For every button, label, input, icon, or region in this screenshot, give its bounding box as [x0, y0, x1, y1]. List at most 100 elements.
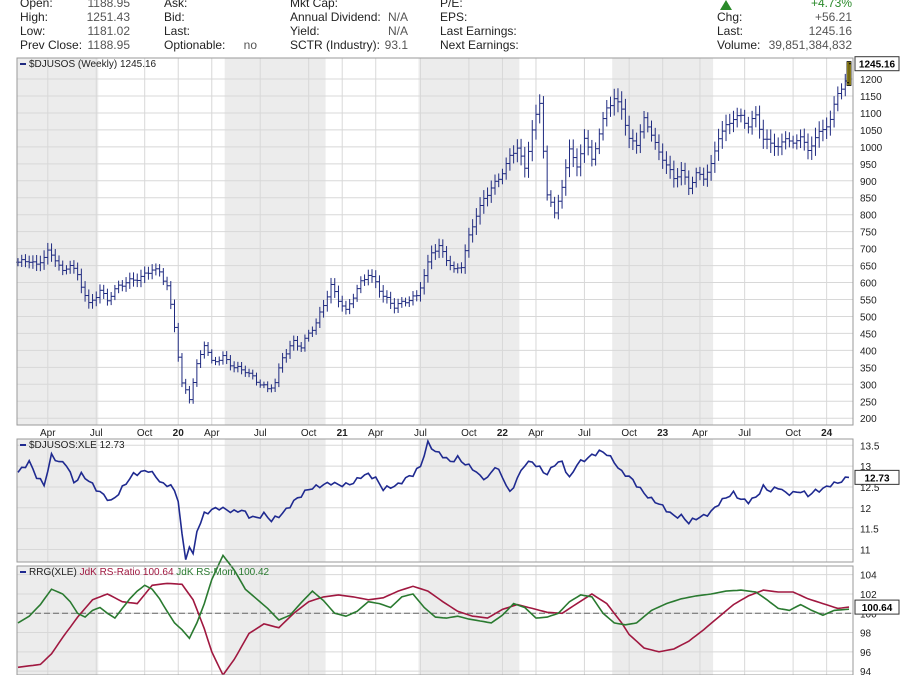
rrg-y-tick-label: 98: [860, 629, 872, 640]
price-bar: [433, 244, 438, 260]
price-bar: [675, 168, 680, 188]
price-bar: [71, 260, 76, 274]
price-bar: [820, 119, 825, 142]
price-bar: [642, 110, 647, 139]
price-y-tick-label: 450: [860, 329, 877, 340]
price-y-tick-label: 550: [860, 296, 877, 307]
price-bar: [131, 272, 136, 287]
price-bar: [295, 335, 300, 351]
price-bar: [399, 297, 404, 308]
price-bar: [623, 98, 628, 136]
price-bar: [649, 120, 654, 142]
price-bar: [824, 117, 829, 139]
price-bar: [232, 361, 237, 373]
price-bar: [362, 274, 367, 286]
price-bar: [142, 266, 147, 284]
price-bar: [68, 260, 73, 274]
x-tick-label: Oct: [461, 428, 477, 439]
ratio-last-value-box: [854, 469, 900, 485]
price-bar: [511, 145, 516, 164]
price-y-tick-label: 500: [860, 312, 877, 323]
price-bar: [492, 174, 497, 195]
rrg-last-value-box: [854, 599, 900, 615]
price-bar: [724, 114, 729, 142]
price-y-tick-label: 300: [860, 380, 877, 391]
price-bar: [30, 255, 35, 269]
price-bar: [668, 155, 673, 179]
price-bar: [522, 146, 527, 178]
price-bar: [209, 349, 214, 364]
price-bar: [366, 269, 371, 286]
price-bar: [34, 254, 39, 271]
price-bar: [101, 284, 106, 299]
rrg-frame: [16, 565, 854, 675]
price-bar: [86, 289, 91, 309]
price-bar: [247, 368, 252, 378]
price-bar: [343, 300, 348, 315]
price-bar: [500, 168, 505, 185]
price-bar: [683, 162, 688, 185]
price-bar: [530, 120, 535, 162]
price-bar: [664, 151, 669, 174]
price-bar: [284, 348, 289, 363]
x-tick-label: 22: [497, 428, 509, 439]
price-bar: [738, 108, 743, 123]
price-bar: [75, 262, 80, 281]
price-bar: [809, 136, 814, 160]
price-bar: [750, 110, 755, 135]
quote-prev-close: Prev Close: 1188.95: [20, 38, 130, 52]
quote-mkt-cap: Mkt Cap:: [290, 0, 339, 10]
price-bar: [835, 86, 840, 112]
rrg-year-band: [224, 566, 326, 675]
price-bar: [288, 340, 293, 359]
price-y-tick-label: 1000: [860, 143, 883, 154]
price-bar: [791, 135, 796, 149]
price-bar: [314, 318, 319, 335]
up-arrow-icon: [720, 0, 732, 10]
price-bar: [444, 246, 449, 267]
quote-annual-dividend: Annual Dividend: N/A: [290, 10, 408, 24]
price-bar: [697, 166, 702, 181]
price-bar: [396, 298, 401, 313]
price-bar: [381, 285, 386, 303]
price-bar: [220, 351, 225, 365]
price-bar: [224, 351, 229, 365]
price-bar: [466, 227, 471, 258]
price-bar: [124, 277, 129, 292]
price-bar: [548, 190, 553, 207]
x-tick-label: 21: [337, 428, 349, 439]
price-bar: [157, 264, 162, 277]
price-bar: [38, 255, 43, 272]
price-bar: [165, 276, 170, 291]
price-bar: [608, 96, 613, 117]
price-bar: [403, 297, 408, 307]
price-bar: [705, 164, 710, 187]
last-label: Last:: [717, 24, 744, 38]
price-bar: [604, 100, 609, 127]
price-bar: [612, 88, 617, 116]
price-bar: [537, 94, 542, 124]
price-y-tick-label: 200: [860, 414, 877, 425]
price-y-tick-label: 850: [860, 194, 877, 205]
price-panel-title: $DJUSOS (Weekly) 1245.16: [29, 59, 157, 70]
price-bar: [660, 143, 665, 169]
price-bar: [179, 353, 184, 388]
price-bar: [429, 245, 434, 270]
price-bar: [135, 273, 140, 288]
price-bar: [753, 106, 758, 128]
price-bar: [265, 381, 270, 393]
price-bar: [340, 295, 345, 312]
price-bar: [776, 137, 781, 156]
price-bar: [228, 355, 233, 371]
price-y-tick-label: 1200: [860, 75, 883, 86]
price-bar: [768, 129, 773, 153]
price-bar: [519, 138, 524, 166]
x-tick-label: Oct: [137, 428, 153, 439]
price-y-tick-label: 1050: [860, 126, 883, 137]
price-bar: [742, 109, 747, 129]
price-bar: [105, 288, 110, 306]
price-y-tick-label: 950: [860, 160, 877, 171]
quote-bid: Bid:: [164, 10, 185, 24]
price-y-tick-label: 350: [860, 363, 877, 374]
price-bar: [407, 296, 412, 307]
